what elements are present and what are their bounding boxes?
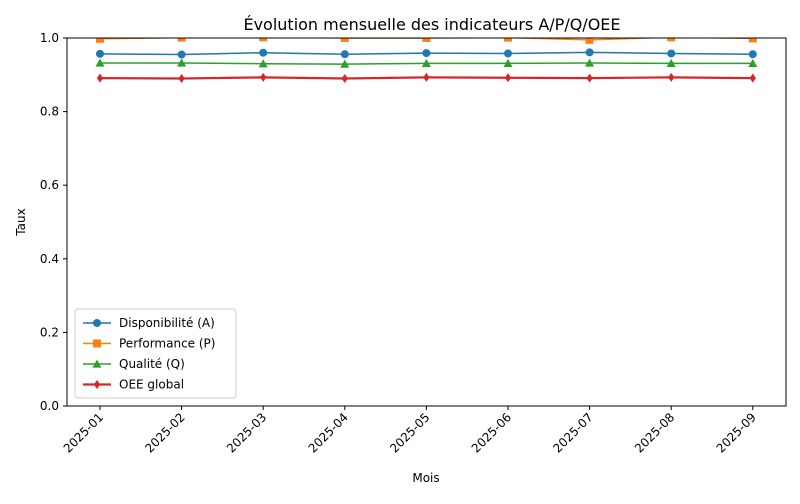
- data-point: [503, 58, 513, 67]
- series-disponibilit-a: [96, 48, 757, 59]
- data-point: [422, 49, 431, 58]
- data-point: [96, 73, 104, 83]
- data-point: [177, 50, 186, 59]
- data-point: [177, 58, 187, 67]
- series-qualit-q: [95, 58, 758, 68]
- y-tick-label: 0.8: [40, 105, 59, 119]
- x-tick-label: 2025-06: [469, 410, 514, 455]
- x-tick-label: 2025-08: [632, 410, 677, 455]
- data-point: [748, 58, 758, 67]
- data-point: [423, 72, 430, 82]
- y-axis-label: Taux: [14, 208, 28, 236]
- x-tick-label: 2025-01: [61, 410, 106, 455]
- legend-label: OEE global: [119, 378, 184, 392]
- data-point: [585, 48, 594, 57]
- data-point: [749, 73, 756, 83]
- x-tick-label: 2025-03: [224, 410, 269, 455]
- series-performance-p: [96, 38, 757, 44]
- data-point: [96, 38, 104, 43]
- series-group: [95, 38, 758, 83]
- data-point: [421, 58, 431, 67]
- data-point: [341, 73, 348, 83]
- legend: Disponibilité (A) Performance (P) Qualité …: [74, 308, 237, 399]
- data-point: [258, 59, 268, 68]
- y-tick-label: 0.2: [40, 325, 59, 339]
- data-point: [504, 38, 512, 42]
- legend-item: Qualité (Q): [83, 357, 185, 371]
- data-point: [340, 59, 350, 68]
- legend-marker: [93, 380, 101, 389]
- y-tick-label: 0.4: [40, 252, 59, 266]
- legend-marker: [92, 359, 102, 368]
- x-axis: 2025-01 2025-02 2025-03 2025-04 2025-05 2025-…: [61, 406, 759, 456]
- y-tick-label: 0.0: [40, 399, 59, 413]
- data-point: [177, 38, 186, 42]
- data-point: [667, 38, 676, 42]
- data-point: [95, 58, 105, 67]
- x-tick-label: 2025-07: [550, 410, 595, 455]
- series-oee-global: [96, 72, 756, 83]
- legend-label: Performance (P): [119, 337, 215, 351]
- data-point: [585, 58, 595, 67]
- legend-label: Qualité (Q): [119, 357, 185, 371]
- legend-item: Performance (P): [83, 337, 215, 351]
- data-point: [422, 38, 431, 42]
- data-point: [666, 58, 676, 67]
- x-tick-label: 2025-04: [306, 410, 351, 455]
- data-point: [748, 38, 757, 43]
- y-tick-label: 0.6: [40, 178, 59, 192]
- data-point: [667, 49, 676, 58]
- data-point: [259, 38, 268, 42]
- data-point: [96, 49, 104, 58]
- x-tick-label: 2025-02: [142, 410, 187, 455]
- legend-item: Disponibilité (A): [83, 316, 215, 330]
- data-point: [259, 48, 268, 57]
- legend-box: [74, 308, 237, 399]
- data-point: [504, 73, 512, 83]
- data-point: [504, 49, 512, 58]
- data-point: [586, 73, 593, 83]
- legend-label: Disponibilité (A): [119, 316, 215, 330]
- legend-marker: [93, 339, 101, 348]
- x-tick-label: 2025-09: [714, 410, 759, 455]
- data-point: [585, 38, 594, 44]
- data-point: [340, 38, 349, 42]
- data-point: [668, 72, 675, 82]
- y-axis: 0.0 0.2 0.4 0.6 0.8 1.0: [40, 31, 67, 413]
- data-point: [340, 50, 349, 59]
- x-axis-label: Mois: [412, 471, 439, 485]
- data-point: [260, 72, 267, 82]
- data-point: [748, 50, 757, 59]
- legend-marker: [93, 319, 101, 327]
- y-tick-label: 1.0: [40, 31, 59, 45]
- chart-title: Évolution mensuelle des indicateurs A/P/…: [243, 15, 620, 34]
- data-point: [178, 73, 185, 83]
- plot-frame: [66, 37, 787, 407]
- legend-item: OEE global: [83, 378, 184, 392]
- x-tick-label: 2025-05: [387, 410, 432, 455]
